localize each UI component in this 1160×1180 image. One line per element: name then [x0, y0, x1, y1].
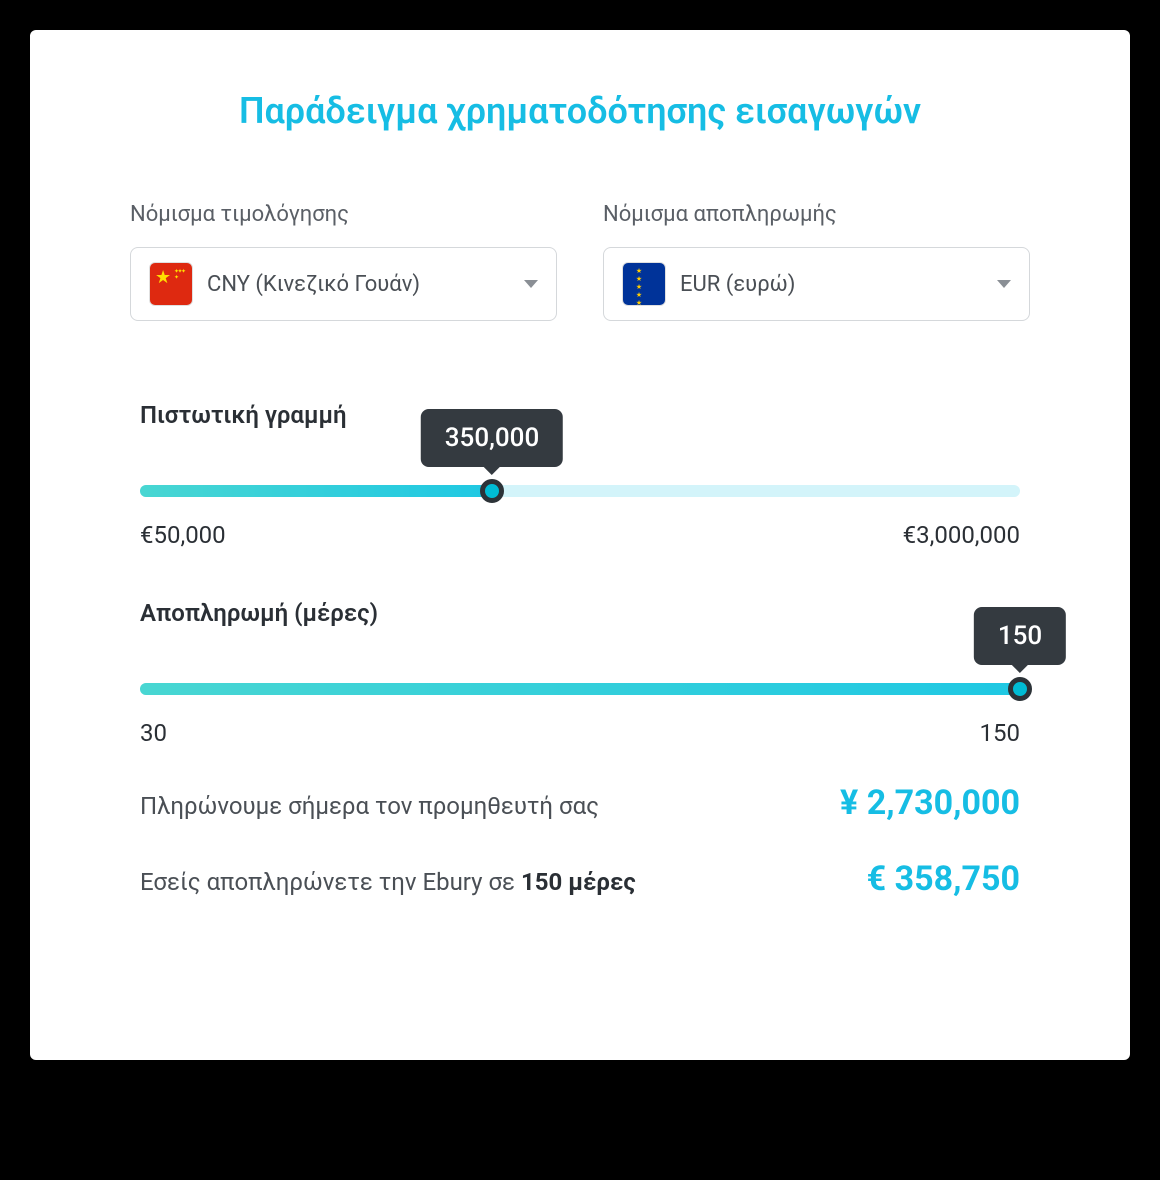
repayment-days-handle[interactable]: [1008, 677, 1032, 701]
invoice-currency-select[interactable]: CNY (Κινεζικό Γουάν): [130, 247, 557, 321]
repayment-days-slider[interactable]: 150: [140, 683, 1020, 695]
credit-line-tooltip: 350,000: [421, 409, 563, 467]
credit-line-min: €50,000: [140, 521, 226, 549]
page-title: Παράδειγμα χρηματοδότησης εισαγωγών: [130, 90, 1030, 132]
pay-supplier-row: Πληρώνουμε σήμερα τον προμηθευτή σας ¥ 2…: [130, 783, 1030, 823]
repay-value: € 358,750: [867, 859, 1020, 899]
china-flag-icon: [149, 262, 193, 306]
chevron-down-icon: [997, 280, 1011, 288]
chevron-down-icon: [524, 280, 538, 288]
invoice-currency-group: Νόμισμα τιμολόγησης CNY (Κινεζικό Γουάν): [130, 202, 557, 321]
credit-line-section: Πιστωτική γραμμή 350,000 €50,000 €3,000,…: [130, 401, 1030, 549]
slider-track-fill: [140, 683, 1020, 695]
credit-line-title: Πιστωτική γραμμή: [140, 401, 1020, 429]
repayment-days-range: 30 150: [140, 719, 1020, 747]
repayment-days-min: 30: [140, 719, 167, 747]
repayment-currency-group: Νόμισμα αποπληρωμής EUR (ευρώ): [603, 202, 1030, 321]
eu-flag-icon: [622, 262, 666, 306]
finance-calculator-card: Παράδειγμα χρηματοδότησης εισαγωγών Νόμι…: [30, 30, 1130, 1060]
credit-line-range: €50,000 €3,000,000: [140, 521, 1020, 549]
currency-selectors: Νόμισμα τιμολόγησης CNY (Κινεζικό Γουάν)…: [130, 202, 1030, 321]
repayment-days-section: Αποπληρωμή (μέρες) 150 30 150: [130, 599, 1030, 747]
repay-label: Εσείς αποπληρώνετε την Ebury σε 150 μέρε…: [140, 868, 636, 896]
repayment-currency-select[interactable]: EUR (ευρώ): [603, 247, 1030, 321]
credit-line-max: €3,000,000: [903, 521, 1020, 549]
repayment-currency-value: EUR (ευρώ): [680, 272, 983, 297]
invoice-currency-value: CNY (Κινεζικό Γουάν): [207, 272, 510, 297]
invoice-currency-label: Νόμισμα τιμολόγησης: [130, 202, 557, 227]
pay-supplier-value: ¥ 2,730,000: [840, 783, 1020, 823]
repay-label-pre: Εσείς αποπληρώνετε την Ebury σε: [140, 868, 521, 896]
credit-line-handle[interactable]: [480, 479, 504, 503]
repayment-currency-label: Νόμισμα αποπληρωμής: [603, 202, 1030, 227]
repayment-days-tooltip: 150: [974, 607, 1066, 665]
pay-supplier-label: Πληρώνουμε σήμερα τον προμηθευτή σας: [140, 792, 599, 820]
credit-line-slider[interactable]: 350,000: [140, 485, 1020, 497]
slider-track-fill: [140, 485, 492, 497]
repay-row: Εσείς αποπληρώνετε την Ebury σε 150 μέρε…: [130, 859, 1030, 899]
repay-label-bold: 150 μέρες: [521, 868, 636, 896]
repayment-days-title: Αποπληρωμή (μέρες): [140, 599, 1020, 627]
repayment-days-max: 150: [980, 719, 1020, 747]
